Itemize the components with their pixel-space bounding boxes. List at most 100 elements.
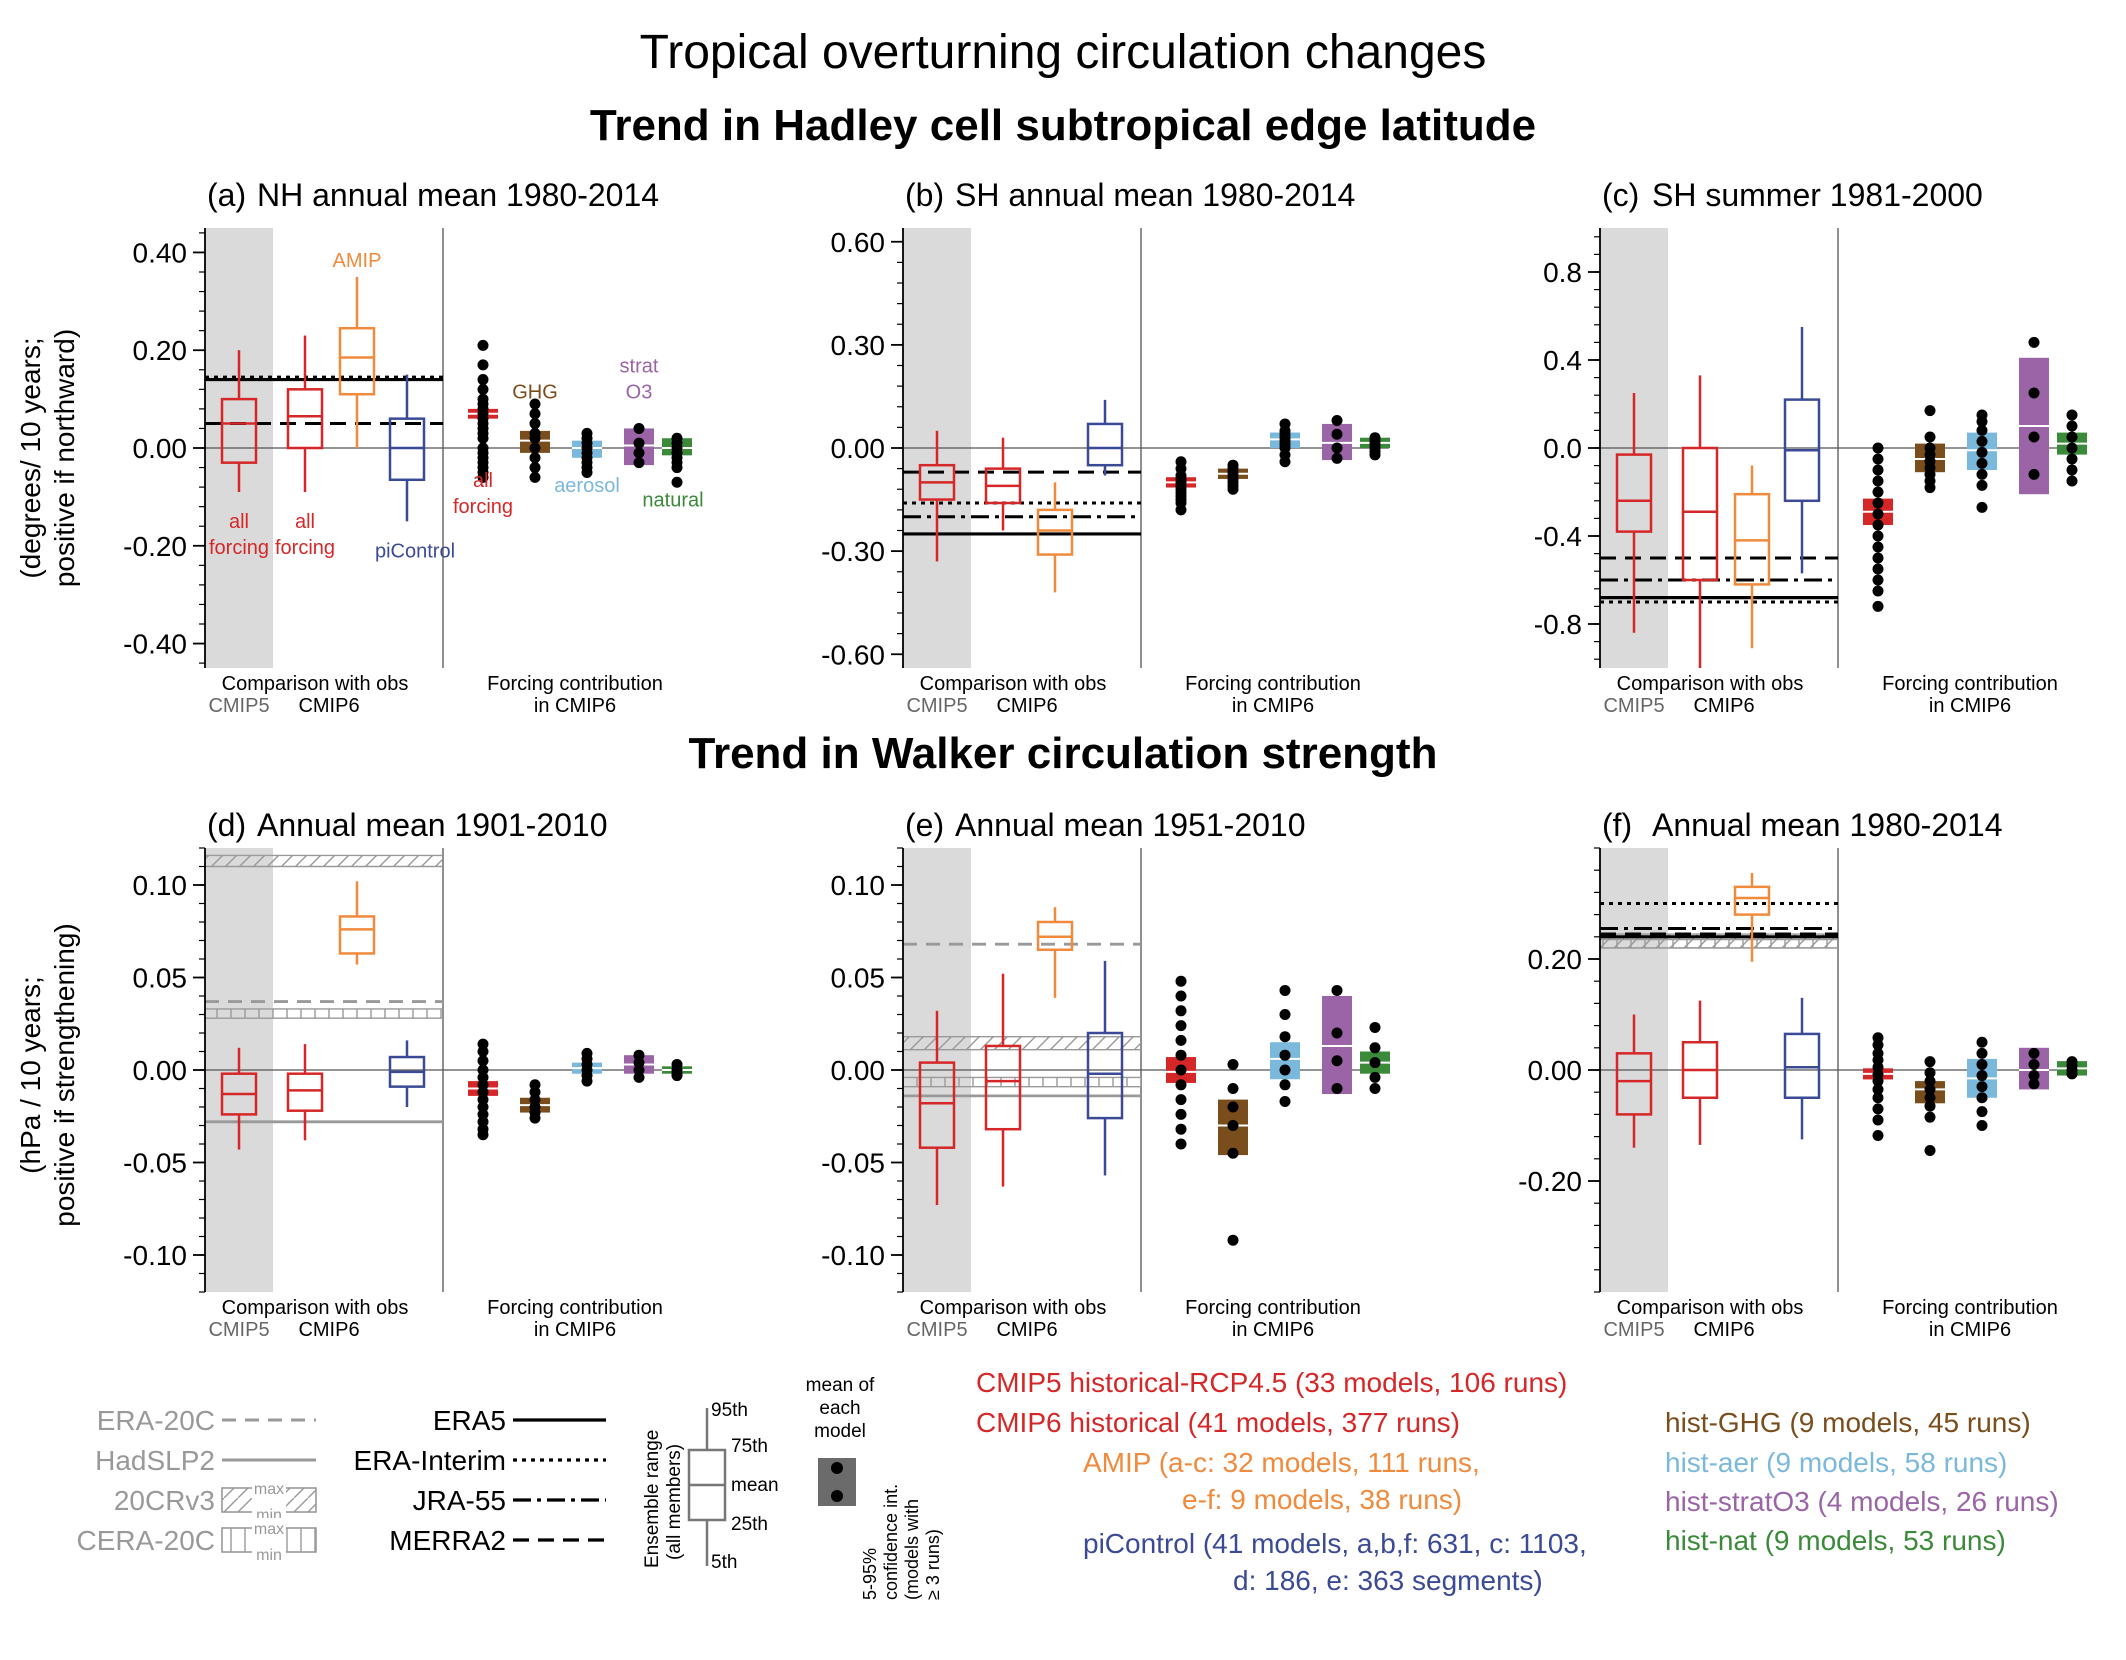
forcing-cmip6 bbox=[1166, 975, 1196, 1150]
box-body bbox=[1086, 1031, 1124, 1120]
model-mean-dot bbox=[1175, 1108, 1187, 1120]
y-tick-label: 0.20 bbox=[133, 335, 188, 366]
model-mean-dot bbox=[1872, 552, 1884, 564]
model-mean-dot bbox=[529, 442, 541, 454]
model-mean-dot bbox=[1872, 464, 1884, 476]
forcing-nat bbox=[2057, 409, 2087, 487]
legend-obs-black-era5: ERA5 bbox=[433, 1405, 506, 1436]
group-label-forcing-2: in CMIP6 bbox=[1929, 1319, 2011, 1341]
model-mean-dot bbox=[1924, 1067, 1936, 1079]
model-mean-dot bbox=[1369, 1057, 1381, 1069]
forcing-label-cmip6: forcing bbox=[453, 496, 513, 518]
box-body bbox=[1615, 1052, 1653, 1116]
model-mean-dot bbox=[671, 462, 683, 474]
model-mean-dot bbox=[1976, 1070, 1988, 1082]
box-body bbox=[918, 1061, 956, 1149]
legend-obs-black-merra2: MERRA2 bbox=[389, 1525, 506, 1556]
legend-conf-axis: (models with bbox=[902, 1499, 922, 1600]
model-mean-dot bbox=[529, 418, 541, 430]
box-cmip6 bbox=[286, 335, 324, 492]
group-label-cmip5: CMIP5 bbox=[906, 695, 967, 717]
legend-box-pct: 25th bbox=[731, 1514, 768, 1535]
box-label-cmip6: forcing bbox=[275, 537, 335, 559]
model-mean-dot bbox=[1331, 1027, 1343, 1039]
forcing-label-ghg: GHG bbox=[512, 381, 558, 403]
box-cmip5 bbox=[1615, 1014, 1653, 1148]
panel-label: (f) bbox=[1602, 807, 1632, 843]
model-mean-dot bbox=[1369, 1083, 1381, 1094]
model-mean-dot bbox=[1227, 483, 1239, 495]
group-label-obs: Comparison with obs bbox=[920, 1297, 1107, 1319]
model-mean-dot bbox=[2028, 387, 2040, 399]
y-tick-label: -0.05 bbox=[123, 1148, 187, 1179]
model-mean-dot bbox=[529, 432, 541, 444]
model-mean-dot bbox=[477, 359, 489, 371]
model-mean-dot bbox=[1227, 1234, 1239, 1246]
model-mean-dot bbox=[1369, 1071, 1381, 1083]
y-tick-label: -0.05 bbox=[821, 1148, 885, 1179]
y-tick-label: 0.00 bbox=[831, 1055, 886, 1086]
box-label-cmip6: all bbox=[295, 511, 315, 533]
model-mean-dot bbox=[477, 1055, 489, 1067]
legend-series-nat: hist-nat (9 models, 53 runs) bbox=[1665, 1525, 2006, 1556]
figure-title: Tropical overturning circulation changes bbox=[640, 26, 1487, 79]
panel-label: (d) bbox=[207, 807, 246, 843]
forcing-label-aer: aerosol bbox=[554, 475, 620, 497]
y-tick-label: 0.00 bbox=[133, 433, 188, 464]
model-mean-dot bbox=[633, 422, 645, 434]
model-mean-dot bbox=[2066, 431, 2078, 443]
box-body bbox=[286, 1072, 324, 1112]
y-tick-label: 0.10 bbox=[133, 870, 188, 901]
model-mean-dot bbox=[529, 452, 541, 464]
panel-d: (d) Annual mean 1901-2010 0.10 0.05 0.00 -0.0… bbox=[123, 807, 692, 1341]
legend-series-cmip6: CMIP6 historical (41 models, 377 runs) bbox=[976, 1407, 1460, 1438]
forcing-label-cmip6: all bbox=[473, 470, 493, 492]
group-label-cmip6: CMIP6 bbox=[298, 1319, 359, 1341]
group-label-obs: Comparison with obs bbox=[222, 1297, 409, 1319]
model-mean-dot bbox=[1872, 486, 1884, 498]
legend-obs-grey-20crv3: 20CRv3 bbox=[114, 1485, 215, 1516]
model-mean-dot bbox=[1976, 424, 1988, 436]
model-mean-dot bbox=[529, 408, 541, 420]
obs-band-cera-20c bbox=[903, 1077, 1141, 1087]
obs-band-20crv3 bbox=[903, 1036, 1141, 1050]
model-mean-dot bbox=[1872, 453, 1884, 465]
legend-band-max: max bbox=[254, 1481, 284, 1498]
group-label-forcing: Forcing contribution bbox=[1882, 1297, 2058, 1319]
model-mean-dot bbox=[2028, 431, 2040, 443]
model-mean-dot bbox=[1227, 1120, 1239, 1131]
legend-conf-axis: ≥ 3 runs) bbox=[923, 1529, 943, 1600]
row-title-walker: Trend in Walker circulation strength bbox=[689, 729, 1438, 778]
forcing-strat bbox=[1322, 415, 1352, 464]
forcing-nat bbox=[662, 432, 692, 488]
group-label-cmip5: CMIP5 bbox=[906, 1319, 967, 1341]
forcing-strat bbox=[624, 1049, 654, 1083]
model-mean-dot bbox=[1924, 405, 1936, 417]
model-mean-dot bbox=[1175, 1020, 1187, 1032]
model-mean-dot bbox=[1924, 1083, 1936, 1095]
model-mean-dot bbox=[1872, 1075, 1884, 1087]
legend-obs-grey-hadslp2: HadSLP2 bbox=[95, 1445, 215, 1476]
panel-label: (e) bbox=[905, 807, 944, 843]
panel-title: Annual mean 1980-2014 bbox=[1652, 807, 2003, 843]
model-mean-dot bbox=[1924, 1075, 1936, 1087]
forcing-label-nat: natural bbox=[642, 490, 703, 512]
box-cmip5 bbox=[1615, 393, 1653, 633]
group-label-cmip6: CMIP6 bbox=[298, 695, 359, 717]
model-mean-dot bbox=[1872, 475, 1884, 487]
forcing-cmip6 bbox=[1166, 456, 1196, 516]
model-mean-dot bbox=[1227, 1083, 1239, 1094]
model-mean-dot bbox=[671, 1070, 683, 1082]
model-mean-dot bbox=[1872, 530, 1884, 542]
model-mean-dot bbox=[1331, 1083, 1343, 1094]
model-mean-dot bbox=[1872, 1114, 1884, 1126]
legend-box-pct: 95th bbox=[711, 1400, 748, 1421]
model-mean-dot bbox=[529, 1112, 541, 1124]
model-mean-dot bbox=[1924, 1092, 1936, 1104]
legend-band-max: max bbox=[254, 1521, 284, 1538]
model-mean-dot bbox=[1279, 1079, 1291, 1091]
box-body bbox=[1086, 422, 1124, 467]
y-tick-label: 0.05 bbox=[831, 963, 886, 994]
model-mean-dot bbox=[1872, 497, 1884, 509]
model-mean-dot bbox=[1175, 1049, 1187, 1061]
